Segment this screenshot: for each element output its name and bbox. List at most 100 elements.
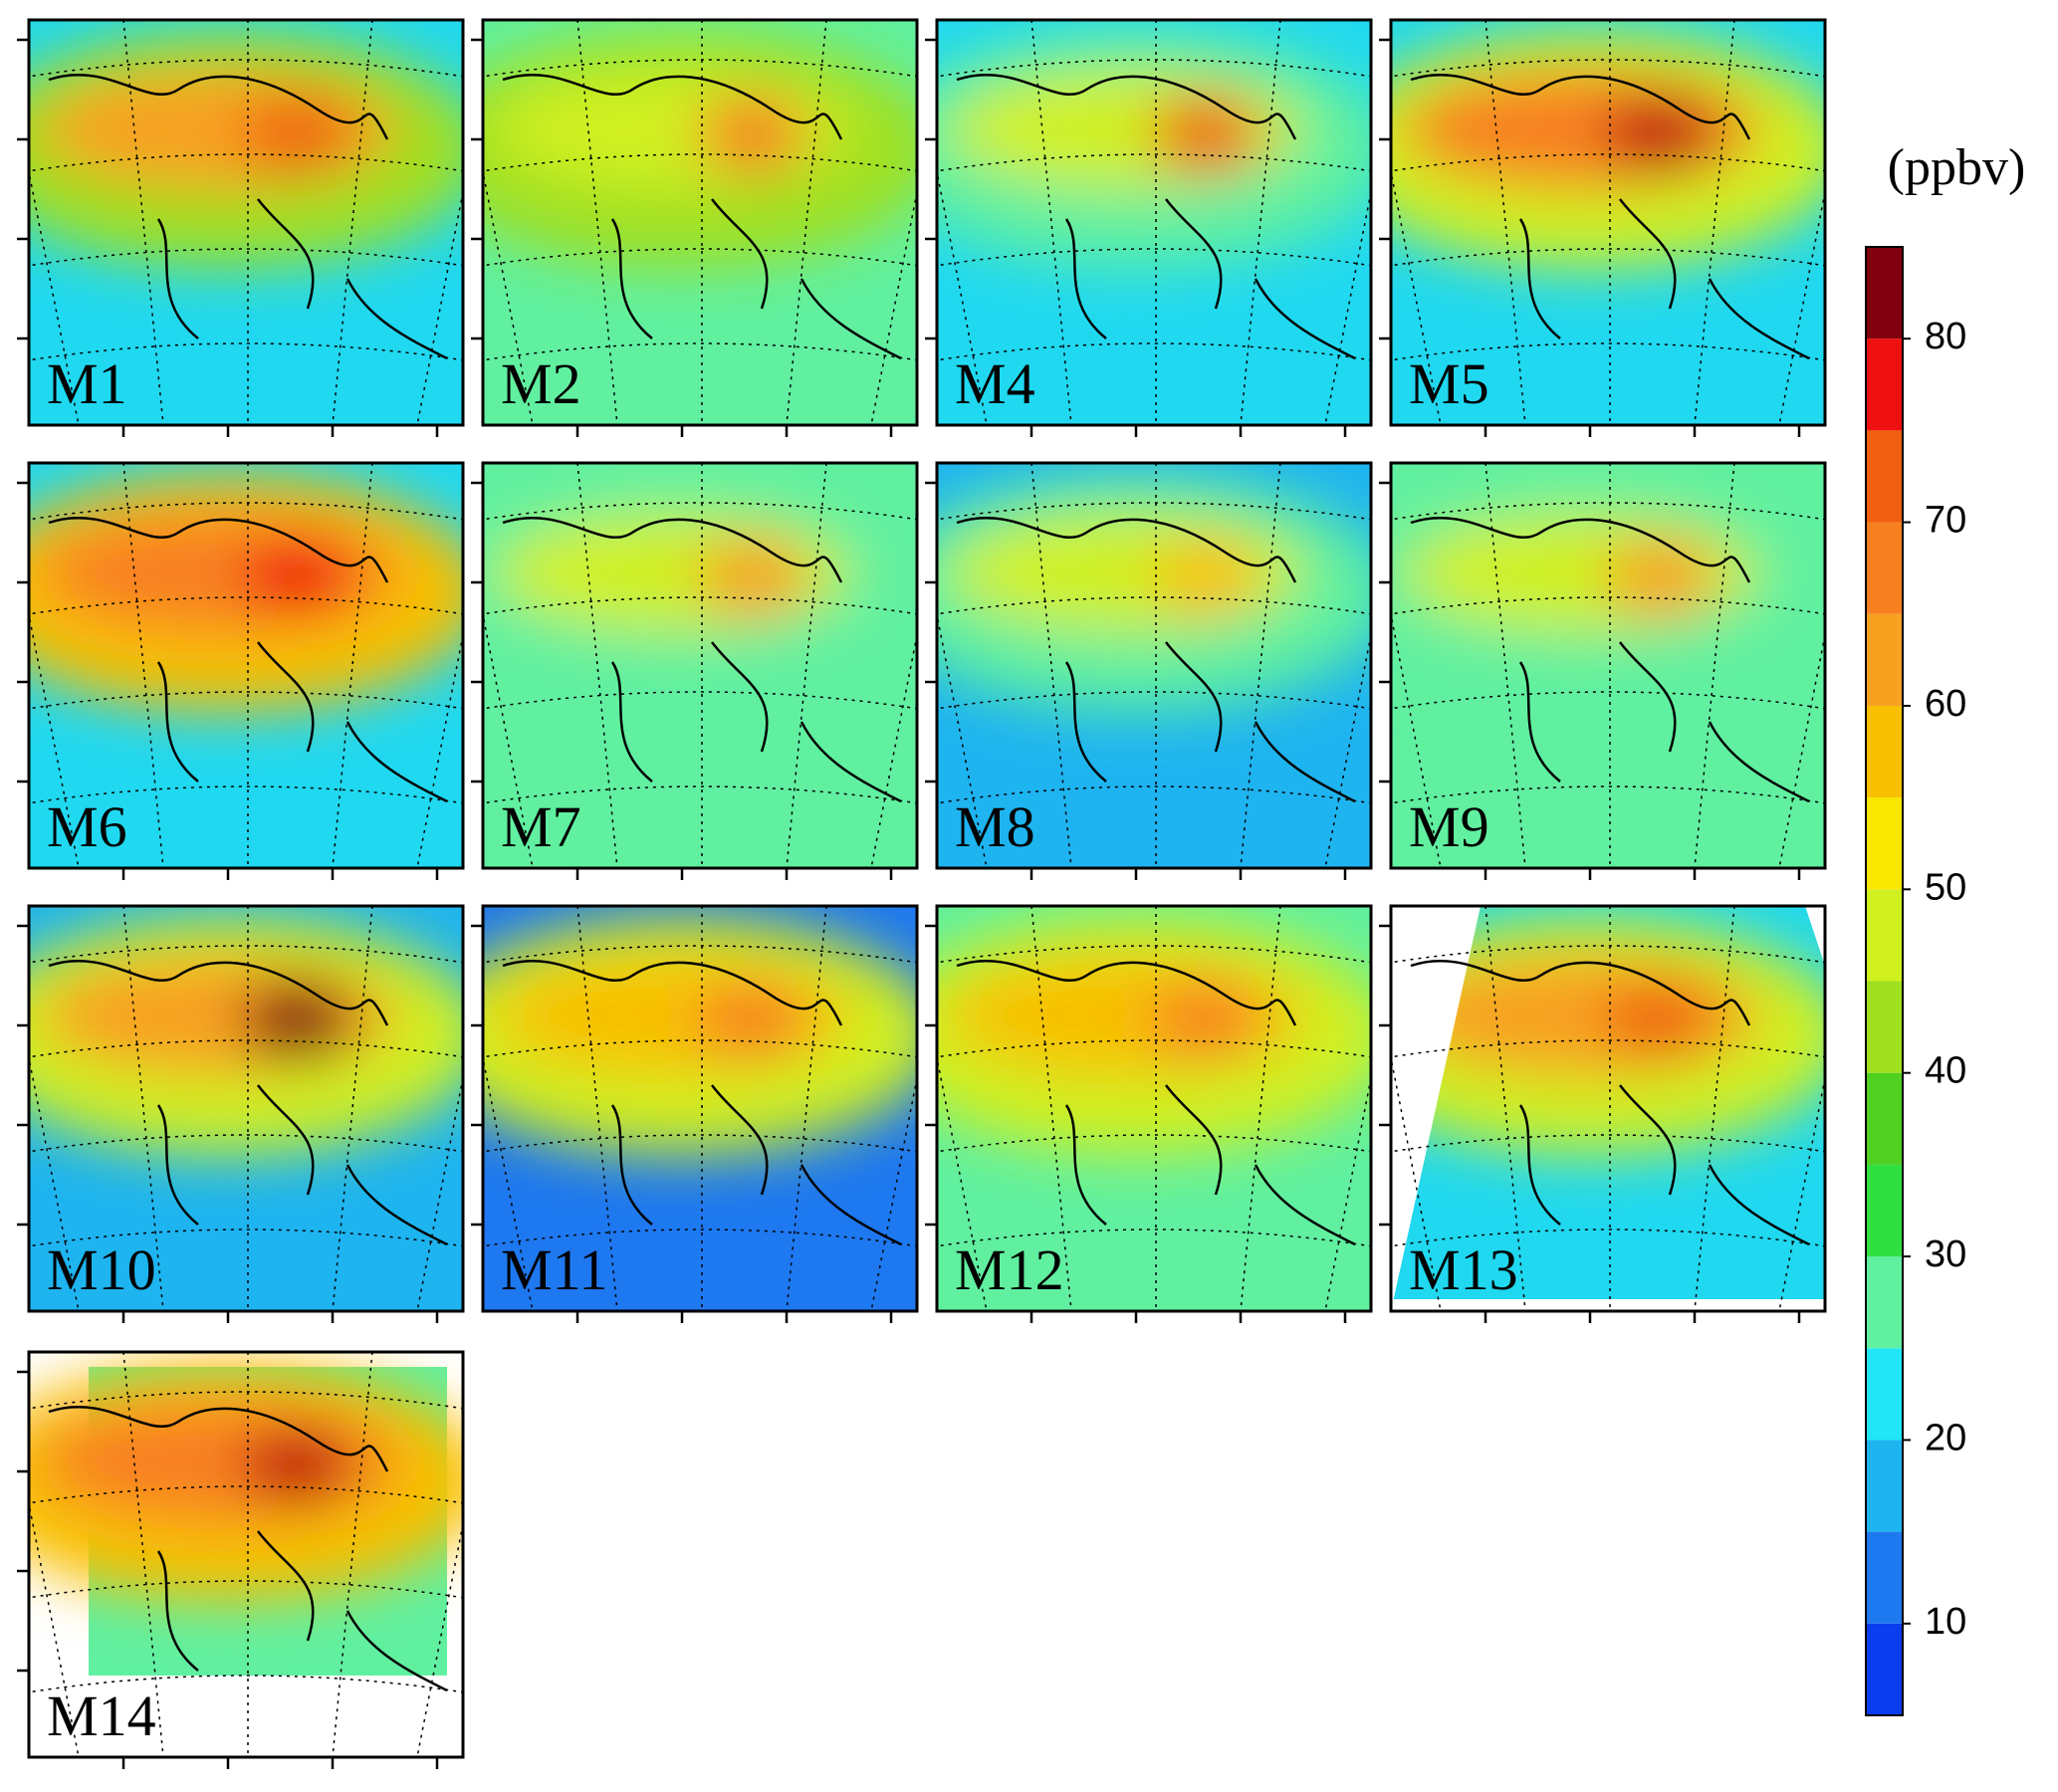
graticule — [1778, 631, 1825, 868]
graticule — [1778, 1074, 1825, 1311]
graticule — [29, 1580, 463, 1599]
graticule — [29, 691, 463, 710]
graticule — [1324, 1074, 1371, 1311]
graticule — [1324, 631, 1371, 868]
graticule — [1391, 691, 1825, 710]
coastline — [1410, 73, 1810, 360]
colorbar-bin — [1866, 522, 1903, 614]
graticule — [1391, 248, 1825, 267]
graticule — [483, 248, 917, 267]
field-blobs — [1391, 473, 1825, 712]
no-data — [1805, 906, 1825, 966]
colorbar-tick-label: 80 — [1925, 316, 1966, 357]
blob — [1605, 981, 1715, 1060]
graticule — [1391, 1053, 1442, 1311]
graticule — [29, 1053, 80, 1311]
graticule — [1391, 945, 1825, 964]
panel-label: M10 — [47, 1237, 156, 1302]
graticule — [483, 153, 917, 172]
graticule — [416, 188, 463, 425]
graticule — [29, 59, 463, 78]
map-panel: M1 — [17, 18, 465, 437]
graticule — [937, 342, 1371, 361]
coastline — [48, 73, 448, 360]
panel-frame — [1389, 18, 1827, 427]
graticule — [937, 167, 988, 425]
field — [29, 463, 463, 868]
field-blobs — [483, 916, 917, 1155]
field — [937, 463, 1371, 868]
graticule — [937, 1039, 1371, 1058]
colorbar-tick-label: 10 — [1925, 1601, 1966, 1643]
colorbar-frame — [1865, 246, 1904, 1716]
graticule — [483, 342, 917, 361]
graticule — [29, 153, 463, 172]
graticule — [1391, 1134, 1825, 1153]
field — [937, 906, 1371, 1311]
graticule — [483, 785, 917, 804]
colorbar-bin — [1866, 430, 1903, 523]
coastline — [502, 516, 902, 803]
graticule — [1391, 59, 1825, 78]
field-blobs — [1391, 30, 1825, 269]
blob — [1605, 95, 1715, 174]
graticule — [483, 691, 917, 710]
blob — [1605, 538, 1715, 617]
graticule — [1391, 502, 1825, 521]
graticule — [29, 1039, 463, 1058]
colorbar-bin — [1866, 247, 1903, 339]
field-inner — [29, 1362, 463, 1676]
graticule — [870, 631, 917, 868]
map-panel: M14 — [17, 1350, 465, 1769]
graticule — [29, 1675, 463, 1693]
blob — [697, 981, 806, 1060]
field-inner — [937, 473, 1371, 712]
graticule — [483, 1039, 917, 1058]
no-data — [1391, 906, 1481, 1311]
graticule — [937, 596, 1371, 615]
coastline — [956, 516, 1356, 803]
graticule — [1778, 188, 1825, 425]
coastline — [48, 516, 448, 803]
field — [29, 20, 463, 425]
panel-frame — [1389, 904, 1827, 1313]
map-panel: M10 — [17, 904, 465, 1323]
colorbar-bin — [1866, 1348, 1903, 1441]
colorbar-bin — [1866, 797, 1903, 890]
panel-label: M7 — [501, 794, 581, 859]
colorbar-tick-label: 70 — [1925, 500, 1966, 542]
panel-frame — [935, 461, 1373, 870]
graticule — [29, 1485, 463, 1504]
colorbar-bin — [1866, 1623, 1903, 1715]
graticule — [870, 188, 917, 425]
graticule — [29, 342, 463, 361]
graticule — [937, 59, 1371, 78]
coastline — [48, 959, 448, 1246]
colorbar-bin — [1866, 1531, 1903, 1624]
panel-label: M1 — [47, 351, 127, 416]
colorbar-unit: (ppbv) — [1888, 139, 2026, 196]
panel-label: M13 — [1409, 1237, 1518, 1302]
field — [483, 20, 917, 425]
graticule — [937, 945, 1371, 964]
field-blobs — [937, 916, 1371, 1155]
graticule — [1391, 1229, 1825, 1247]
graticule — [29, 945, 463, 964]
field-inner — [937, 30, 1371, 269]
blob — [1151, 981, 1260, 1060]
colorbar-bin — [1866, 1164, 1903, 1257]
graticule — [416, 631, 463, 868]
blob — [243, 538, 352, 617]
panel-label: M11 — [501, 1237, 607, 1302]
graticule — [29, 785, 463, 804]
map-panel: M4 — [925, 18, 1373, 437]
graticule — [483, 945, 917, 964]
map-panel: M6 — [17, 461, 465, 880]
field-inner — [483, 30, 917, 269]
map-panel: M8 — [925, 461, 1373, 880]
blob — [697, 95, 806, 174]
blob — [697, 538, 806, 617]
map-panel: M5 — [1379, 18, 1827, 437]
graticule — [29, 1391, 463, 1410]
colorbar-bin — [1866, 1440, 1903, 1532]
